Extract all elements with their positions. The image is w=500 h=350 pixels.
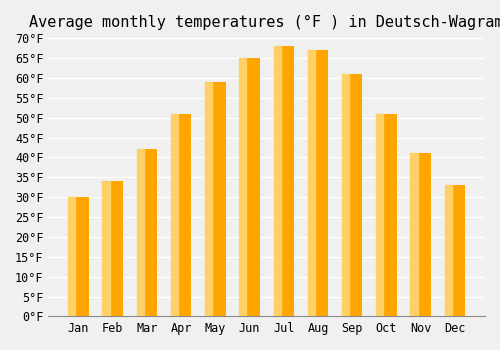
Bar: [376, 114, 396, 316]
Bar: [171, 114, 192, 316]
Bar: [240, 58, 246, 316]
Bar: [342, 74, 362, 316]
Bar: [376, 114, 384, 316]
Bar: [68, 197, 88, 316]
Bar: [205, 82, 212, 316]
Bar: [410, 153, 431, 316]
Bar: [308, 50, 328, 316]
Bar: [274, 46, 294, 316]
Bar: [136, 149, 157, 316]
Bar: [444, 185, 452, 316]
Bar: [102, 181, 123, 316]
Bar: [68, 197, 76, 316]
Title: Average monthly temperatures (°F ) in Deutsch-Wagram: Average monthly temperatures (°F ) in De…: [30, 15, 500, 30]
Bar: [240, 58, 260, 316]
Bar: [444, 185, 465, 316]
Bar: [171, 114, 178, 316]
Bar: [308, 50, 315, 316]
Bar: [274, 46, 280, 316]
Bar: [205, 82, 226, 316]
Bar: [342, 74, 349, 316]
Bar: [102, 181, 110, 316]
Bar: [410, 153, 418, 316]
Bar: [136, 149, 144, 316]
